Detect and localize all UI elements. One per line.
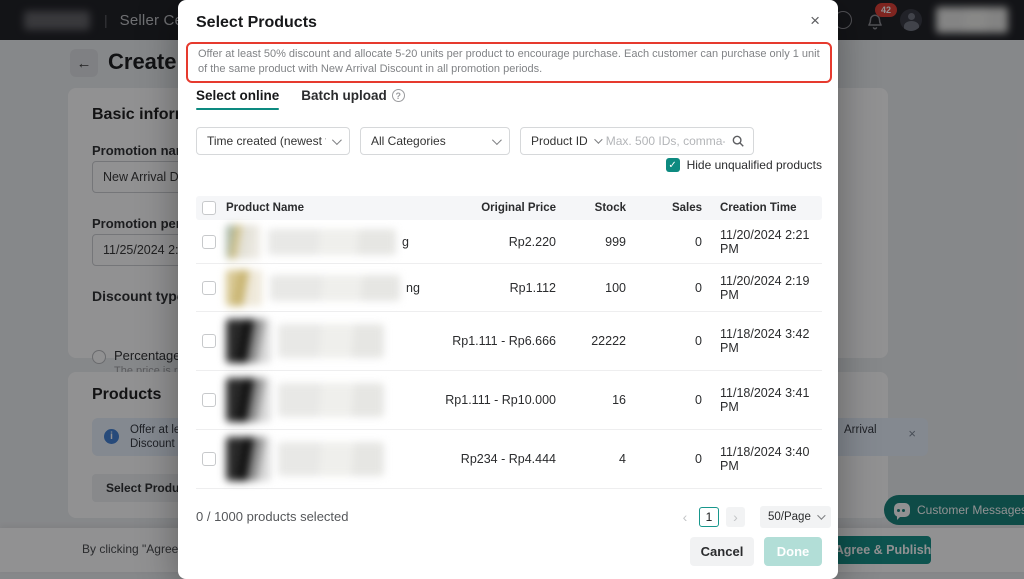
category-dropdown[interactable]: All Categories xyxy=(360,127,510,155)
price-cell: Rp2.220 xyxy=(426,235,556,249)
tab-batch-upload-label: Batch upload xyxy=(301,88,387,103)
product-name-redacted xyxy=(278,383,384,417)
filter-row: Time created (newest first) All Categori… xyxy=(196,127,754,155)
category-dropdown-value: All Categories xyxy=(371,134,486,148)
product-name-cell xyxy=(226,378,426,422)
product-thumbnail xyxy=(226,378,270,422)
chevron-down-icon[interactable] xyxy=(594,135,602,143)
product-name-cell: ng xyxy=(226,270,426,306)
sales-cell: 0 xyxy=(626,281,702,295)
sales-cell: 0 xyxy=(626,235,702,249)
search-icon[interactable] xyxy=(731,134,745,148)
tab-select-online-label: Select online xyxy=(196,88,279,103)
row-checkbox[interactable] xyxy=(202,393,216,407)
hide-unqualified-toggle[interactable]: Hide unqualified products xyxy=(666,158,822,172)
modal-tabs: Select online Batch upload? xyxy=(196,88,405,110)
product-search-group: Product ID xyxy=(520,127,754,155)
select-all-checkbox[interactable] xyxy=(202,201,216,215)
stock-cell: 4 xyxy=(556,452,626,466)
stock-cell: 16 xyxy=(556,393,626,407)
table-header: Product Name Original Price Stock Sales … xyxy=(196,196,822,220)
prev-page-icon[interactable]: ‹ xyxy=(678,509,692,525)
creation-time-cell: 11/18/2024 3:41 PM xyxy=(702,386,822,414)
chevron-down-icon xyxy=(332,135,342,145)
table-row[interactable]: Rp1.111 - Rp6.666 22222 0 11/18/2024 3:4… xyxy=(196,312,822,371)
product-name-cell xyxy=(226,437,426,481)
chevron-down-icon xyxy=(492,135,502,145)
page-size-dropdown[interactable]: 50/Page xyxy=(760,506,831,528)
pagination: ‹ 1 › 50/Page xyxy=(678,506,831,528)
column-product-name: Product Name xyxy=(226,202,426,214)
select-products-modal: Select Products × Offer at least 50% dis… xyxy=(178,0,838,579)
table-row[interactable]: g Rp2.220 999 0 11/20/2024 2:21 PM xyxy=(196,220,822,264)
row-checkbox[interactable] xyxy=(202,452,216,466)
discount-requirements-notice: Offer at least 50% discount and allocate… xyxy=(186,42,832,83)
table-row[interactable]: ng Rp1.112 100 0 11/20/2024 2:19 PM xyxy=(196,264,822,312)
product-name-tail: ng xyxy=(406,281,420,295)
selected-count: 0 / 1000 products selected xyxy=(196,509,349,524)
row-checkbox[interactable] xyxy=(202,235,216,249)
product-thumbnail xyxy=(226,225,260,259)
price-cell: Rp1.111 - Rp10.000 xyxy=(426,393,556,407)
question-icon[interactable]: ? xyxy=(392,89,405,102)
creation-time-cell: 11/20/2024 2:19 PM xyxy=(702,274,822,302)
product-name-redacted xyxy=(278,324,384,358)
creation-time-cell: 11/18/2024 3:42 PM xyxy=(702,327,822,355)
column-original-price: Original Price xyxy=(426,202,556,214)
column-sales: Sales xyxy=(626,202,702,214)
price-cell: Rp234 - Rp4.444 xyxy=(426,452,556,466)
sales-cell: 0 xyxy=(626,452,702,466)
tab-select-online[interactable]: Select online xyxy=(196,88,279,110)
sales-cell: 0 xyxy=(626,334,702,348)
stock-cell: 999 xyxy=(556,235,626,249)
product-table: g Rp2.220 999 0 11/20/2024 2:21 PM ng Rp… xyxy=(196,220,822,489)
product-name-tail: g xyxy=(402,235,409,249)
page-size-value: 50/Page xyxy=(768,511,811,523)
hide-unqualified-label: Hide unqualified products xyxy=(687,158,822,172)
search-input[interactable] xyxy=(606,134,725,148)
chevron-down-icon xyxy=(817,511,825,519)
stock-cell: 22222 xyxy=(556,334,626,348)
product-thumbnail xyxy=(226,270,262,306)
stock-cell: 100 xyxy=(556,281,626,295)
column-stock: Stock xyxy=(556,202,626,214)
product-name-cell xyxy=(226,319,426,363)
modal-title: Select Products xyxy=(196,14,317,32)
screen: | Seller Center 42 ← Create N Basic info… xyxy=(0,0,1024,579)
sort-dropdown-value: Time created (newest first) xyxy=(207,134,326,148)
page-number[interactable]: 1 xyxy=(699,507,719,527)
creation-time-cell: 11/20/2024 2:21 PM xyxy=(702,228,822,256)
product-name-cell: g xyxy=(226,225,426,259)
tab-batch-upload[interactable]: Batch upload? xyxy=(301,88,405,110)
product-thumbnail xyxy=(226,437,270,481)
table-row[interactable]: Rp1.111 - Rp10.000 16 0 11/18/2024 3:41 … xyxy=(196,371,822,430)
product-name-redacted xyxy=(268,229,396,255)
creation-time-cell: 11/18/2024 3:40 PM xyxy=(702,445,822,473)
table-row[interactable]: Rp234 - Rp4.444 4 0 11/18/2024 3:40 PM xyxy=(196,430,822,489)
sales-cell: 0 xyxy=(626,393,702,407)
checkbox-checked-icon[interactable] xyxy=(666,158,680,172)
search-type-dropdown[interactable]: Product ID xyxy=(531,134,588,148)
product-name-redacted xyxy=(278,442,384,476)
row-checkbox[interactable] xyxy=(202,281,216,295)
sort-dropdown[interactable]: Time created (newest first) xyxy=(196,127,350,155)
price-cell: Rp1.111 - Rp6.666 xyxy=(426,334,556,348)
price-cell: Rp1.112 xyxy=(426,281,556,295)
close-icon[interactable]: × xyxy=(810,12,820,29)
cancel-button[interactable]: Cancel xyxy=(690,537,754,566)
product-name-redacted xyxy=(270,275,400,301)
product-thumbnail xyxy=(226,319,270,363)
column-creation-time: Creation Time xyxy=(702,202,822,214)
row-checkbox[interactable] xyxy=(202,334,216,348)
next-page-icon[interactable]: › xyxy=(726,507,745,527)
done-button[interactable]: Done xyxy=(764,537,822,566)
